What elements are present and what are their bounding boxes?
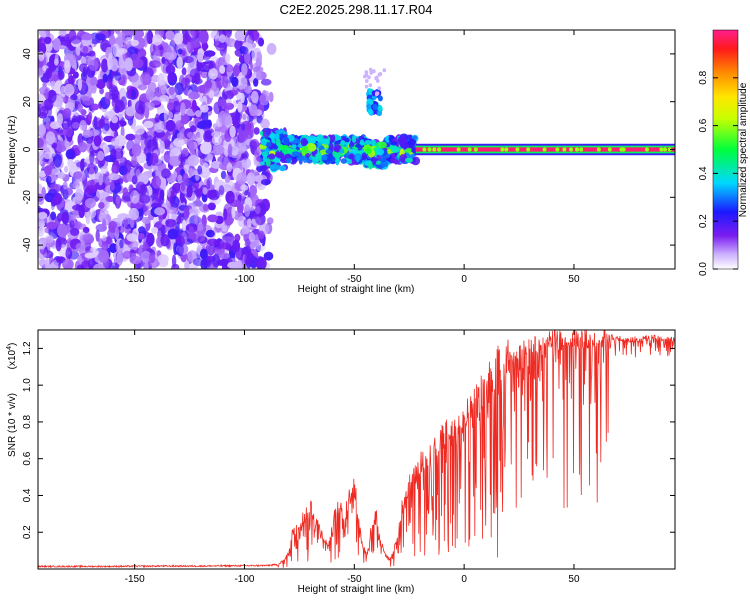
snr-series-line — [38, 330, 675, 569]
bottom-y-tick-label: 1.0 — [22, 378, 33, 392]
snr-plot-area — [38, 330, 675, 569]
y-multiplier-prefix: (x10 — [7, 349, 18, 369]
top-y-axis-label: Frequency (Hz) — [7, 116, 18, 185]
heatmap-side-lobe — [363, 67, 387, 117]
top-x-tick-label: -150 — [125, 274, 145, 285]
bottom-y-tick-label: 0.6 — [22, 451, 33, 465]
top-x-axis-label: Height of straight line (km) — [298, 284, 415, 295]
bottom-axes: -150 -100 -50 0 50 0.2 0.4 0.6 0.8 1.0 1.2 — [22, 330, 675, 585]
top-x-tick-label: -100 — [234, 274, 254, 285]
bottom-y-axis-label: SNR (10 * v/v) — [7, 393, 18, 457]
colorbar-tick-label: 0.4 — [698, 166, 709, 180]
colorbar-tick-label: 0.2 — [698, 214, 709, 228]
top-y-tick-label: -40 — [22, 237, 33, 252]
bottom-x-tick-label: -100 — [234, 574, 254, 585]
heatmap-plot-area — [38, 30, 675, 269]
bottom-y-tick-label: 0.4 — [22, 488, 33, 502]
top-x-tick-label: -50 — [347, 274, 362, 285]
bottom-x-tick-label: -150 — [125, 574, 145, 585]
top-x-tick-label: 0 — [461, 274, 467, 285]
colorbar-tick-label: 0.8 — [698, 70, 709, 84]
bottom-x-tick-label: -50 — [347, 574, 362, 585]
bottom-x-axis-label: Height of straight line (km) — [298, 584, 415, 595]
colorbar-ticks: 0.0 0.2 0.4 0.6 0.8 — [698, 70, 738, 276]
bottom-y-tick-label: 0.2 — [22, 525, 33, 539]
colorbar — [712, 29, 739, 270]
y-multiplier-exponent: 4 — [6, 346, 13, 350]
colorbar-tick-label: 0.0 — [698, 262, 709, 276]
top-x-tick-label: 50 — [568, 274, 580, 285]
heatmap-signal-region — [259, 127, 421, 173]
top-y-tick-label: -20 — [22, 190, 33, 205]
colorbar-label: Normalized spectral amplitude — [738, 82, 749, 217]
bottom-plot-frame — [37, 329, 676, 570]
bottom-x-tick-label: 50 — [568, 574, 580, 585]
colorbar-tick-label: 0.6 — [698, 118, 709, 132]
top-axes: -150 -100 -50 0 50 -40 -20 0 20 40 — [22, 30, 675, 285]
bottom-x-tick-label: 0 — [461, 574, 467, 585]
heatmap-carrier-line — [415, 143, 675, 156]
y-multiplier-label: (x104) — [6, 343, 18, 370]
bottom-y-tick-label: 0.8 — [22, 415, 33, 429]
top-y-tick-label: 0 — [22, 146, 33, 152]
bottom-y-tick-label: 1.2 — [22, 341, 33, 355]
top-y-tick-label: 20 — [22, 96, 33, 108]
y-multiplier-suffix: ) — [7, 343, 18, 346]
heatmap-noise-region — [38, 30, 278, 269]
top-chart-title: C2E2.2025.298.11.17.R04 — [280, 2, 433, 17]
top-y-tick-label: 40 — [22, 48, 33, 60]
